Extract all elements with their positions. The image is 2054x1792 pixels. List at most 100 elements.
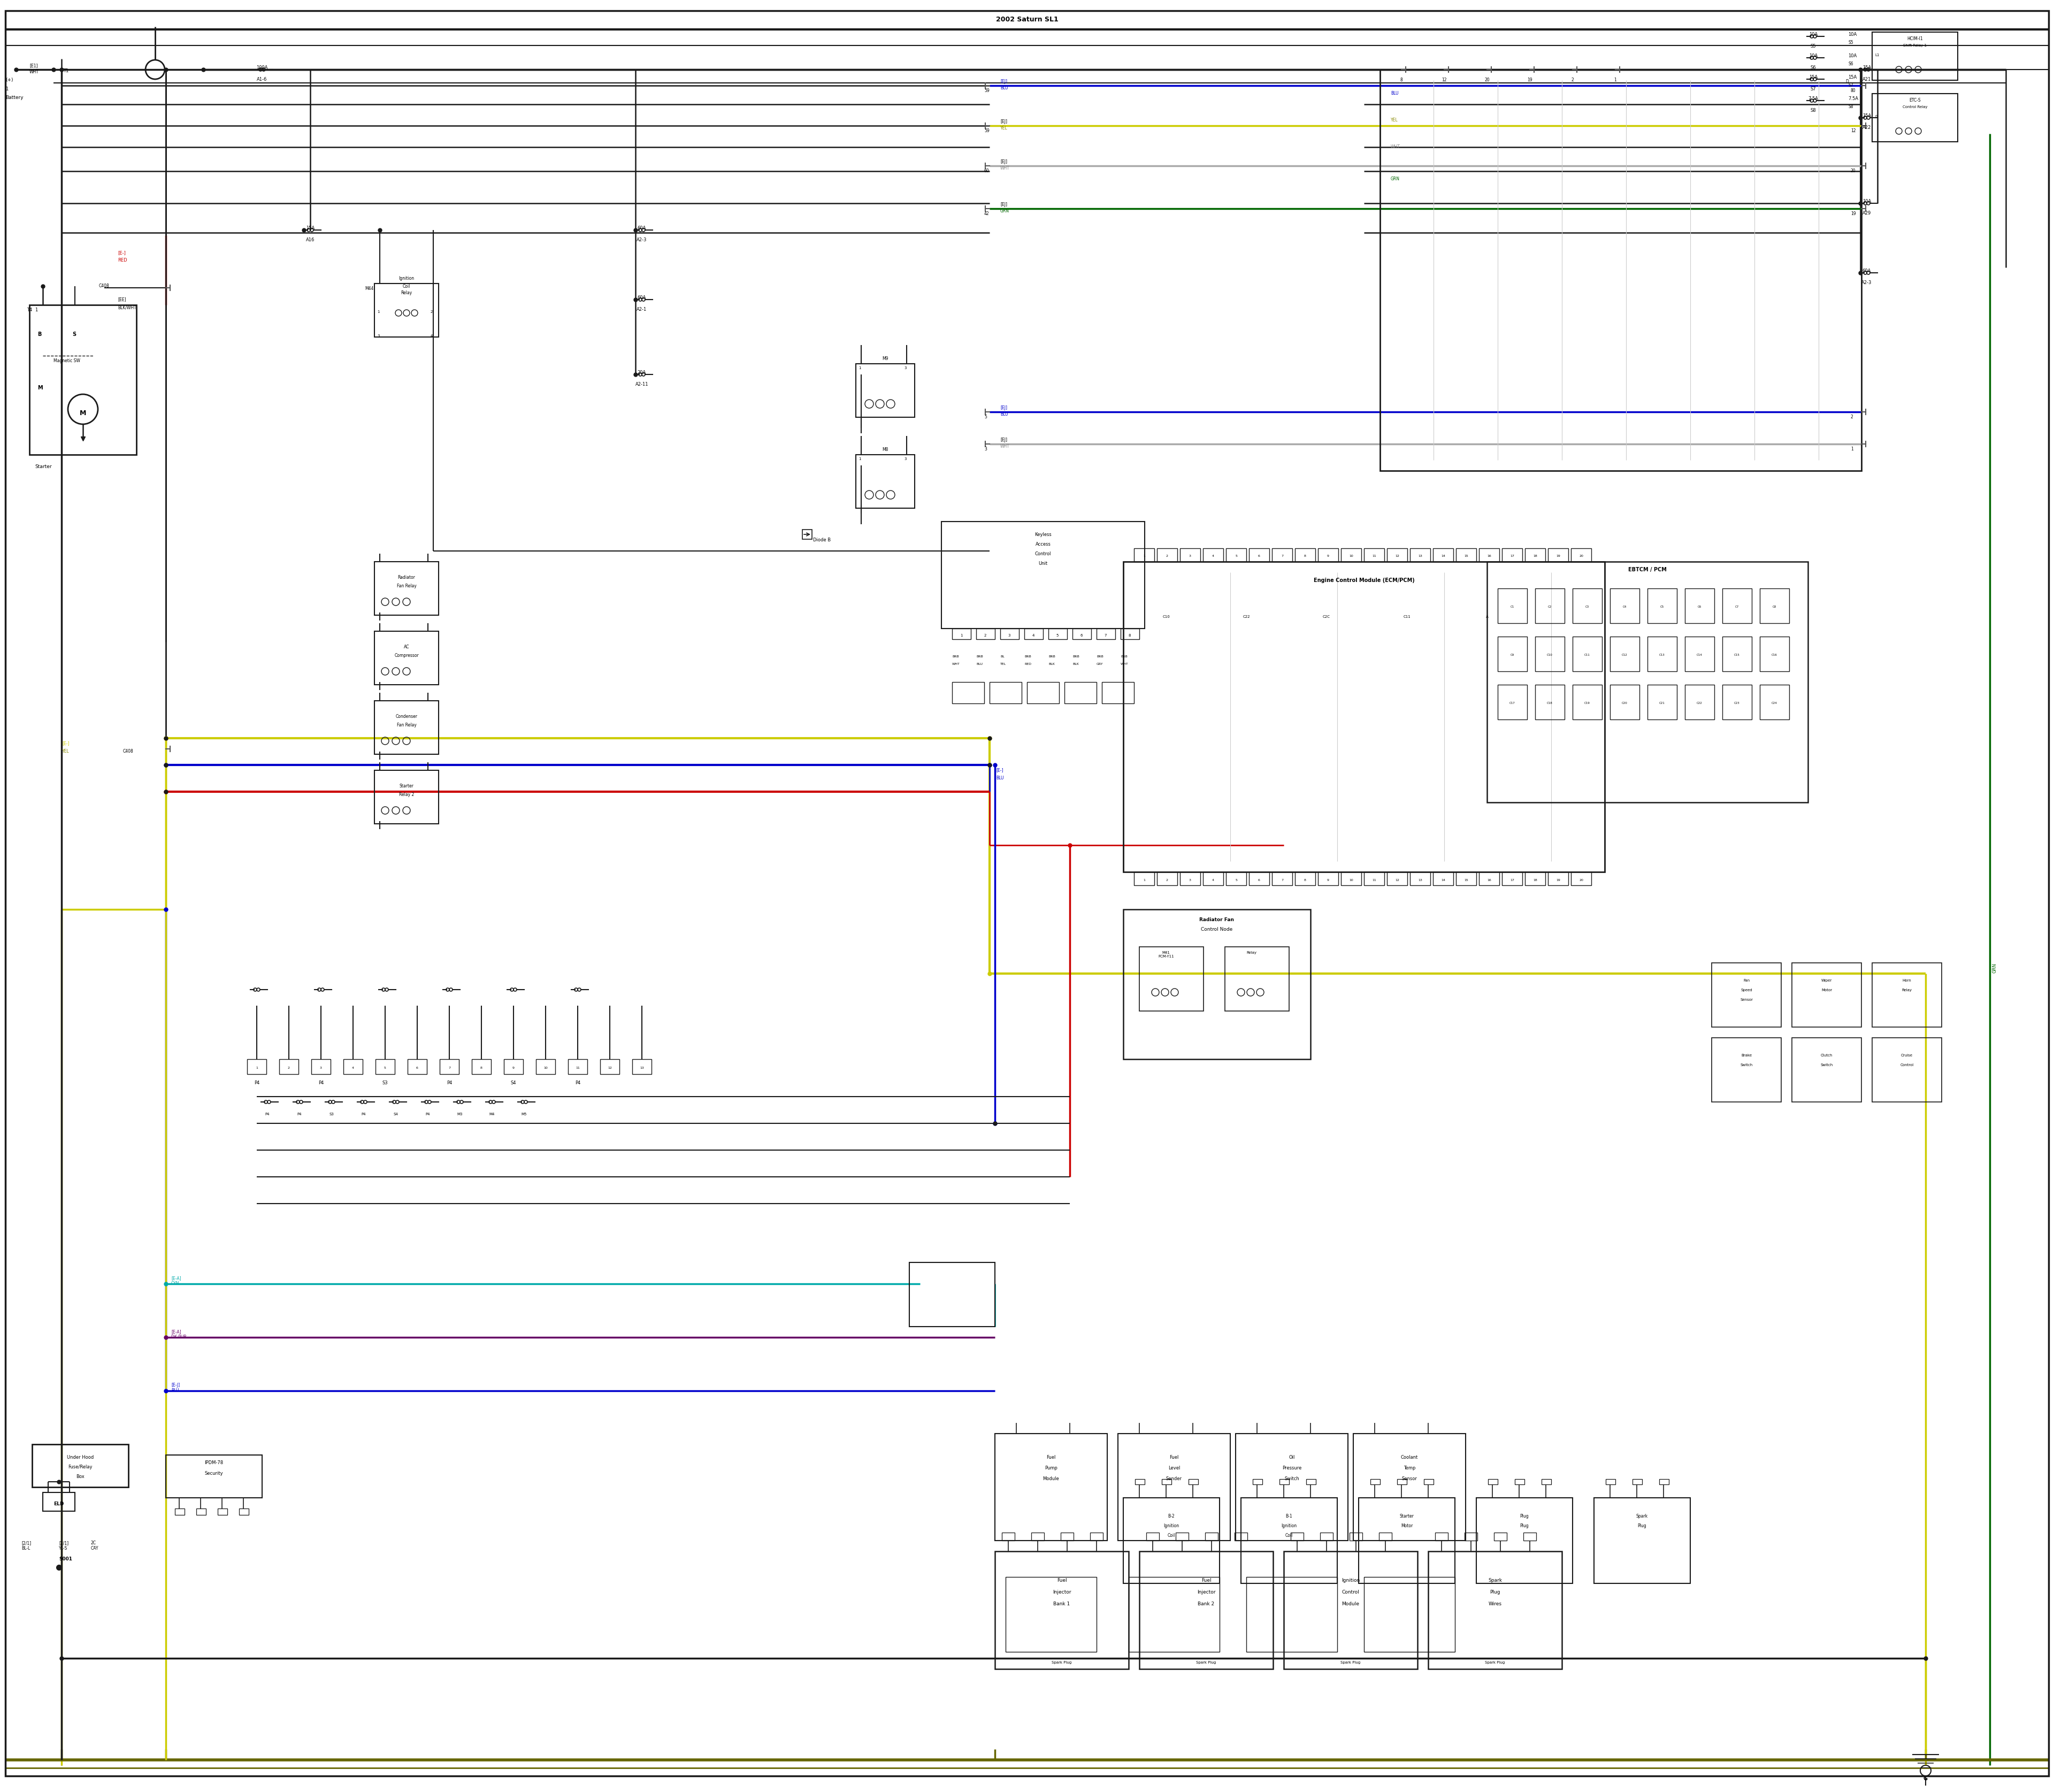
- Text: 5: 5: [984, 414, 986, 419]
- Text: Injector: Injector: [1052, 1590, 1070, 1595]
- Text: Relay: Relay: [401, 290, 413, 296]
- Text: Wires: Wires: [1489, 1602, 1501, 1606]
- Text: Fan Relay: Fan Relay: [396, 722, 417, 728]
- Bar: [1497, 685, 1526, 719]
- Bar: [1378, 1532, 1393, 1541]
- Text: C408: C408: [123, 749, 134, 754]
- Text: Control: Control: [1341, 1590, 1360, 1595]
- Text: C13: C13: [1660, 654, 1666, 656]
- Text: 7.5A: 7.5A: [1849, 97, 1859, 100]
- Bar: [1134, 873, 1154, 885]
- Text: Starter: Starter: [398, 783, 413, 788]
- Bar: [1456, 873, 1477, 885]
- Text: 2: 2: [1167, 556, 1169, 557]
- Bar: [1204, 548, 1224, 561]
- Bar: [941, 521, 1144, 629]
- Text: S001: S001: [60, 1557, 72, 1561]
- Text: 4: 4: [1212, 878, 1214, 882]
- Text: BRB: BRB: [1025, 656, 1031, 658]
- Bar: [1136, 1478, 1144, 1484]
- Text: Spark: Spark: [1487, 1579, 1501, 1582]
- Text: 3: 3: [1009, 634, 1011, 638]
- Text: 5: 5: [1234, 556, 1237, 557]
- Text: C6: C6: [1697, 606, 1701, 607]
- Text: S3: S3: [382, 1081, 388, 1086]
- Text: Spark Plug: Spark Plug: [1052, 1661, 1072, 1665]
- Text: Pump: Pump: [1045, 1466, 1058, 1471]
- Text: Ignition: Ignition: [1341, 1579, 1360, 1582]
- Text: TEL: TEL: [1000, 663, 1006, 665]
- Text: M9: M9: [881, 357, 887, 360]
- Text: BLK: BLK: [1048, 663, 1056, 665]
- Text: (+): (+): [6, 77, 12, 82]
- Bar: [1097, 629, 1115, 640]
- Text: 3: 3: [904, 457, 906, 461]
- Text: Coolant: Coolant: [1401, 1455, 1417, 1460]
- Text: BLU: BLU: [996, 776, 1004, 781]
- Text: Control Node: Control Node: [1202, 926, 1232, 932]
- Text: 20: 20: [1580, 556, 1584, 557]
- Text: Ignition: Ignition: [1282, 1523, 1296, 1529]
- Text: Motor: Motor: [1822, 989, 1832, 991]
- Text: 4: 4: [431, 335, 433, 337]
- Bar: [990, 683, 1021, 704]
- Text: C22: C22: [1243, 615, 1251, 618]
- Text: 2: 2: [1167, 878, 1169, 882]
- Text: 8: 8: [1304, 878, 1306, 882]
- Text: 60A: 60A: [637, 226, 647, 231]
- Bar: [1031, 1532, 1043, 1541]
- Bar: [197, 1509, 205, 1514]
- Bar: [1204, 873, 1224, 885]
- Text: 19: 19: [1557, 556, 1561, 557]
- Bar: [374, 701, 440, 754]
- Text: WHT: WHT: [953, 663, 959, 665]
- Bar: [1319, 873, 1339, 885]
- Bar: [1156, 548, 1177, 561]
- Bar: [1610, 636, 1639, 672]
- Bar: [1140, 946, 1204, 1011]
- Bar: [1660, 1478, 1668, 1484]
- Bar: [1428, 1552, 1561, 1668]
- Text: 17: 17: [1510, 556, 1514, 557]
- Bar: [1091, 1532, 1103, 1541]
- Text: T1: T1: [64, 68, 68, 73]
- Text: 2: 2: [431, 310, 433, 314]
- Text: 13: 13: [1417, 878, 1421, 882]
- Text: 3: 3: [904, 366, 906, 369]
- Text: C19: C19: [1584, 702, 1590, 704]
- Text: [EJ]: [EJ]: [1000, 120, 1006, 124]
- Text: BLK/WHT: BLK/WHT: [117, 305, 136, 310]
- Text: C8: C8: [1773, 606, 1777, 607]
- Text: 80: 80: [1851, 88, 1857, 93]
- Text: 2: 2: [1571, 77, 1573, 82]
- Bar: [1497, 636, 1526, 672]
- Text: 7.5A: 7.5A: [1808, 97, 1818, 100]
- Text: 9: 9: [511, 1066, 516, 1070]
- Text: 60A: 60A: [637, 296, 647, 299]
- Text: Fan Relay: Fan Relay: [396, 584, 417, 588]
- Text: [E-]: [E-]: [996, 767, 1002, 772]
- Bar: [1573, 588, 1602, 624]
- Text: Speed: Speed: [1740, 989, 1752, 991]
- Bar: [1101, 683, 1134, 704]
- Text: C10: C10: [1163, 615, 1169, 618]
- Text: 19: 19: [1557, 878, 1561, 882]
- Text: Fuse/Relay: Fuse/Relay: [68, 1464, 92, 1469]
- Text: C23: C23: [1734, 702, 1740, 704]
- Text: Plug: Plug: [1520, 1523, 1528, 1529]
- Text: Plug: Plug: [1489, 1590, 1499, 1595]
- Text: 6: 6: [1259, 878, 1261, 882]
- Text: [EJ]: [EJ]: [1000, 405, 1006, 410]
- Bar: [166, 1455, 263, 1498]
- Text: 6: 6: [1259, 556, 1261, 557]
- Bar: [238, 1509, 249, 1514]
- Text: Coil: Coil: [403, 285, 411, 289]
- Text: S7: S7: [1849, 82, 1853, 88]
- Text: C12: C12: [1621, 654, 1627, 656]
- Text: Starter: Starter: [1399, 1514, 1413, 1518]
- Text: P4: P4: [362, 1113, 366, 1116]
- Bar: [1234, 1532, 1247, 1541]
- Bar: [1549, 873, 1569, 885]
- Bar: [1524, 1532, 1536, 1541]
- Text: S3: S3: [329, 1113, 335, 1116]
